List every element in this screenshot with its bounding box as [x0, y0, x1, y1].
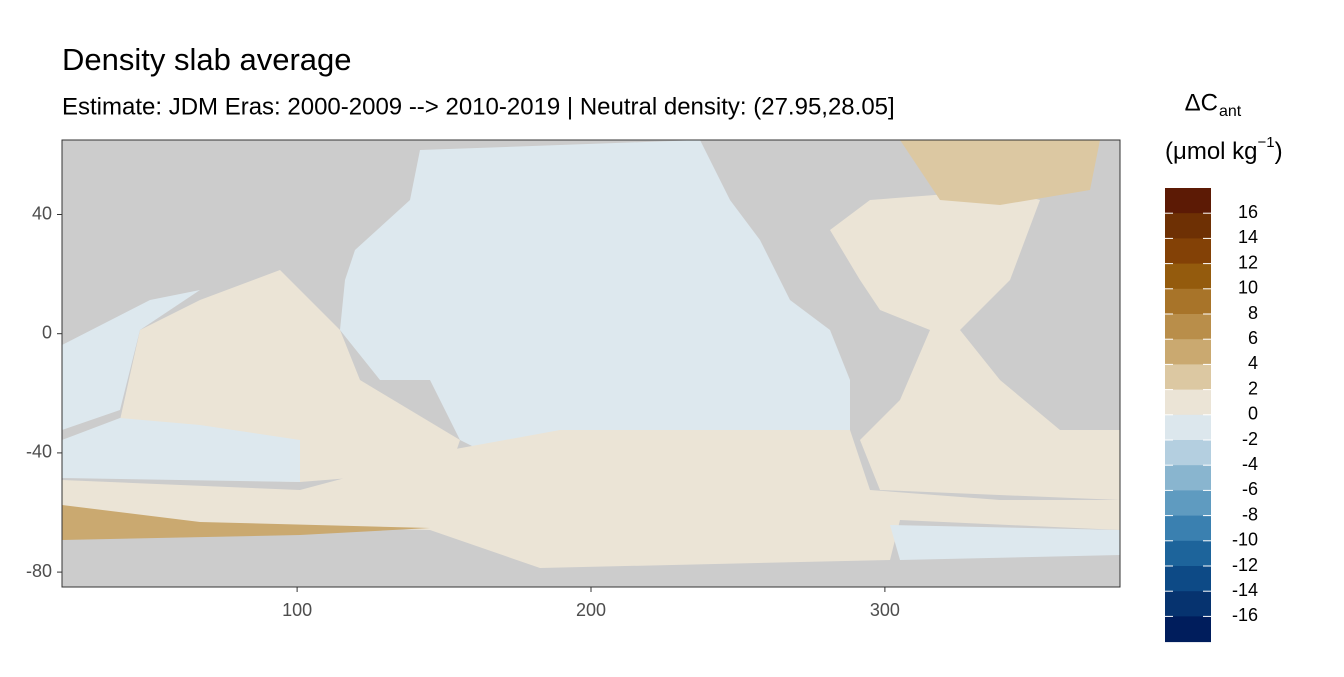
legend-unit-exp: −1: [1258, 134, 1275, 151]
legend-label: 6: [1248, 328, 1258, 348]
legend-swatch: [1165, 339, 1211, 365]
x-tick-label: 100: [282, 600, 312, 620]
legend-label: 2: [1248, 378, 1258, 398]
southern-region: [62, 430, 1120, 568]
legend-swatch: [1165, 263, 1211, 290]
legend-label: 14: [1238, 227, 1258, 247]
legend-swatch: [1165, 591, 1211, 617]
legend-swatch: [1165, 490, 1211, 517]
atlantic-region: [830, 190, 1120, 500]
legend-swatch: [1165, 540, 1211, 567]
legend-label: 8: [1248, 303, 1258, 323]
y-tick-label: 40: [32, 203, 52, 223]
legend-unit-close: ): [1275, 138, 1283, 165]
legend-unit-text: (μmol kg: [1165, 138, 1258, 165]
legend-swatch: [1165, 288, 1211, 315]
legend-swatch: [1165, 188, 1211, 214]
legend-swatch: [1165, 616, 1211, 643]
pacific-region: [340, 140, 850, 470]
legend: ΔC ant (μmol kg−1): [1165, 89, 1283, 165]
legend-label: 0: [1248, 404, 1258, 424]
legend-unit: (μmol kg−1): [1165, 134, 1283, 165]
legend-title: ΔC: [1185, 89, 1218, 116]
legend-swatch: [1165, 213, 1211, 239]
x-tick-label: 300: [870, 600, 900, 620]
y-tick-label: -40: [26, 442, 52, 462]
legend-swatch: [1165, 314, 1211, 340]
legend-title-sub: ant: [1219, 103, 1242, 120]
legend-swatch: [1165, 389, 1211, 416]
legend-label: -12: [1232, 555, 1258, 575]
legend-label: -2: [1242, 429, 1258, 449]
legend-label: -14: [1232, 580, 1258, 600]
chart-subtitle: Estimate: JDM Eras: 2000-2009 --> 2010-2…: [62, 93, 895, 120]
coastal-region: [62, 505, 430, 540]
legend-swatch: [1165, 515, 1211, 542]
legend-swatch: [1165, 414, 1211, 441]
legend-label: 4: [1248, 353, 1258, 373]
legend-label: 10: [1238, 278, 1258, 298]
arabian-region: [62, 290, 200, 430]
x-tick-label: 200: [576, 600, 606, 620]
legend-label: -4: [1242, 454, 1258, 474]
chart-title: Density slab average: [62, 42, 352, 77]
legend-swatch: [1165, 364, 1211, 391]
legend-swatch: [1165, 465, 1211, 491]
north-atlantic-region: [900, 140, 1100, 205]
y-tick-label: -80: [26, 561, 52, 581]
legend-label: -10: [1232, 530, 1258, 550]
legend-label: 12: [1238, 252, 1258, 272]
southern-blue-region: [890, 525, 1120, 560]
legend-label: 16: [1238, 202, 1258, 222]
indian-blue-region: [62, 418, 300, 482]
legend-swatch: [1165, 440, 1211, 466]
legend-label: -16: [1232, 605, 1258, 625]
legend-swatch: [1165, 238, 1211, 265]
y-tick-label: 0: [42, 322, 52, 342]
map: [61, 139, 1121, 588]
legend-label: -6: [1242, 479, 1258, 499]
legend-swatch: [1165, 566, 1211, 592]
legend-label: -8: [1242, 504, 1258, 524]
